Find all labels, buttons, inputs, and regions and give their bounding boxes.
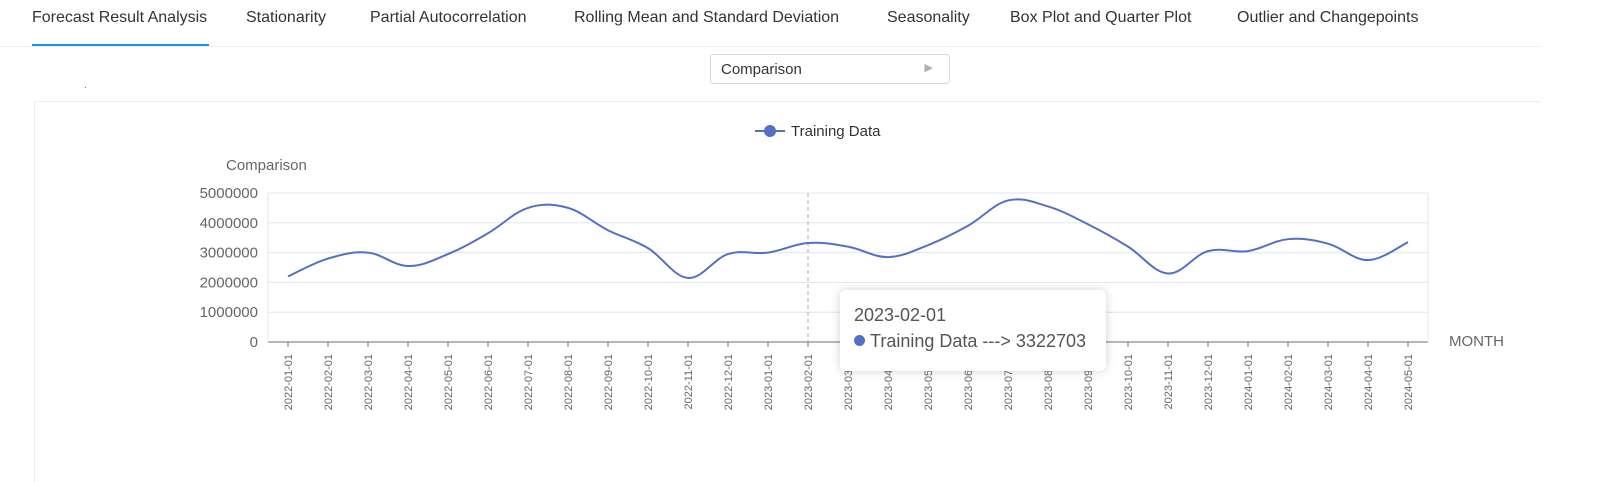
x-tick-label: 2022-05-01 [443, 354, 455, 410]
y-tick-label: 5000000 [200, 185, 258, 202]
select-value: Comparison [721, 61, 802, 78]
x-tick-label: 2024-03-01 [1323, 354, 1335, 410]
x-tick-label: 2022-08-01 [563, 354, 575, 410]
tooltip: 2023-02-01 Training Data ---> 3322703 [840, 290, 1106, 371]
series-line [287, 198, 1409, 279]
tab-forecast-result-analysis[interactable]: Forecast Result Analysis [32, 9, 208, 26]
y-tick-label: 2000000 [200, 274, 258, 291]
series-marker-icon [854, 335, 865, 346]
tooltip-value: 3322703 [1015, 331, 1086, 351]
y-axis-title: Comparison [226, 157, 307, 174]
tab-partial-autocorrelation[interactable]: Partial Autocorrelation [370, 9, 527, 26]
chart-panel [34, 101, 1540, 482]
chart-select-dropdown[interactable]: Comparison ▶ [710, 54, 950, 84]
y-tick-label: 4000000 [200, 215, 258, 232]
x-tick-label: 2022-12-01 [723, 354, 735, 410]
tab-outlier-and-changepoints[interactable]: Outlier and Changepoints [1237, 9, 1419, 26]
tooltip-arrow: ---> [982, 331, 1011, 351]
stray-mark: . [84, 80, 87, 91]
x-tick-label: 2022-03-01 [363, 354, 375, 410]
x-tick-label: 2022-09-01 [603, 354, 615, 410]
x-tick-label: 2022-01-01 [283, 354, 295, 410]
x-tick-label: 2022-04-01 [403, 354, 415, 410]
chart-legend[interactable]: Training Data [755, 123, 881, 140]
tab-stationarity[interactable]: Stationarity [246, 9, 327, 26]
x-tick-label: 2022-02-01 [323, 354, 335, 410]
tooltip-row: Training Data ---> 3322703 [854, 330, 1092, 352]
x-tick-label: 2023-12-01 [1203, 354, 1215, 410]
x-tick-label: 2022-06-01 [483, 354, 495, 410]
x-tick-label: 2022-07-01 [523, 354, 535, 410]
y-axis-ticks: 5000000 4000000 3000000 2000000 1000000 0 [200, 185, 258, 351]
x-tick-label: 2023-11-01 [1163, 354, 1175, 409]
y-tick-label: 3000000 [200, 245, 258, 262]
y-tick-label: 0 [250, 334, 258, 351]
tab-box-plot-and-quarter-plot[interactable]: Box Plot and Quarter Plot [1010, 9, 1192, 26]
caret-right-icon: ▶ [924, 62, 933, 74]
tooltip-series-name: Training Data [870, 331, 978, 351]
legend-label: Training Data [791, 123, 881, 140]
series-training-data [287, 198, 1409, 279]
tooltip-title: 2023-02-01 [854, 305, 947, 325]
x-tick-label: 2022-10-01 [643, 354, 655, 410]
x-tick-label: 2024-02-01 [1283, 354, 1295, 410]
x-tick-label: 2023-01-01 [763, 354, 775, 410]
x-tick-label: 2023-02-01 [803, 354, 815, 410]
x-axis-title: MONTH [1449, 333, 1504, 350]
tab-bar: Forecast Result Analysis Stationarity Pa… [0, 0, 1540, 47]
x-tick-label: 2024-04-01 [1363, 354, 1375, 410]
active-tab-indicator [32, 44, 209, 46]
y-tick-label: 1000000 [200, 304, 258, 321]
tab-seasonality[interactable]: Seasonality [887, 9, 970, 26]
x-tick-label: 2023-10-01 [1123, 354, 1135, 410]
x-tick-label: 2022-11-01 [683, 354, 695, 409]
tab-rolling-mean-and-standard-deviation[interactable]: Rolling Mean and Standard Deviation [574, 9, 840, 26]
x-tick-label: 2024-05-01 [1403, 354, 1415, 410]
legend-marker-icon [764, 125, 776, 137]
x-tick-label: 2024-01-01 [1243, 354, 1255, 410]
